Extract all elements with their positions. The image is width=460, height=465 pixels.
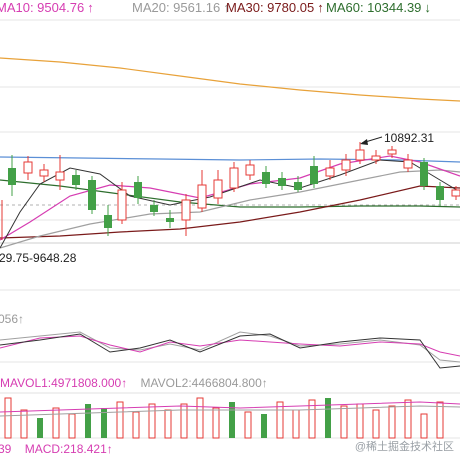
candle-body xyxy=(310,166,318,184)
mavol2-line xyxy=(0,405,460,417)
candle-body xyxy=(451,189,460,197)
candle-body xyxy=(197,184,207,209)
volume-bar xyxy=(20,409,28,439)
high-price-label: 10892.31 xyxy=(384,131,435,145)
volume-bar xyxy=(292,409,300,439)
candle-body xyxy=(341,159,351,171)
ma20-line xyxy=(0,169,460,249)
ma20-value: MA20: 9561.16 xyxy=(132,0,221,15)
volume-bar xyxy=(132,411,140,439)
candle-body xyxy=(181,199,191,221)
low-range-label: 29.75-9648.28 xyxy=(0,251,77,265)
candle-body xyxy=(262,172,270,184)
indicator-line xyxy=(0,333,460,369)
candle-body xyxy=(88,180,96,210)
candle-body xyxy=(39,169,49,177)
ma10-value: MA10: 9504.76 xyxy=(0,0,85,15)
volume-bar xyxy=(4,397,12,439)
volume-bar xyxy=(340,405,348,439)
candle-body xyxy=(403,159,413,169)
candle-body xyxy=(55,171,65,181)
candle-body xyxy=(229,167,239,189)
candle-body xyxy=(436,186,444,200)
ma60-value: MA60: 10344.39 xyxy=(326,0,422,15)
volume-bar xyxy=(52,407,60,439)
volume-bar xyxy=(196,397,204,439)
volume-bar xyxy=(101,408,107,438)
volume-bar xyxy=(68,413,76,439)
volume-bar xyxy=(148,403,156,439)
candle-body xyxy=(23,161,33,174)
volume-bar xyxy=(276,401,284,439)
candle-body xyxy=(387,149,397,155)
watermark: @稀土掘金技术社区 xyxy=(354,441,454,453)
volume-bar xyxy=(261,414,267,438)
volume-bar xyxy=(308,399,316,439)
high-marker-arrow xyxy=(360,139,368,145)
volume-bar xyxy=(164,409,172,439)
candle-body xyxy=(278,178,286,186)
volume-bar xyxy=(229,402,235,438)
candle-body xyxy=(166,218,174,222)
mavol1-value: MAVOL1:4971808.000↑ xyxy=(0,376,128,390)
ma30-legend: MA30: 9780.05 ↑ xyxy=(226,0,324,16)
volume-bar xyxy=(180,403,188,439)
ma5-line xyxy=(0,159,460,249)
candle-body xyxy=(134,182,142,198)
vol-axis-value: 056↑ xyxy=(0,312,25,326)
candle-body xyxy=(213,179,223,199)
ma30-arrow: ↑ xyxy=(317,0,324,15)
ma60-legend: MA60: 10344.39 ↓ xyxy=(326,0,431,16)
mavol-legend: MAVOL1:4971808.000↑ MAVOL2:4466804.800↑ xyxy=(0,375,268,391)
candle-body xyxy=(104,215,112,228)
volume-bar xyxy=(37,418,43,438)
candle-body xyxy=(245,164,255,176)
macd-legend: 39 MACD:218.421↑ xyxy=(0,441,113,457)
macd-left-value: 39 xyxy=(0,442,12,456)
volume-bar xyxy=(244,411,252,439)
mavol2-value: MAVOL2:4466804.800↑ xyxy=(140,376,268,390)
ma60-line xyxy=(0,156,460,163)
volume-bar xyxy=(436,401,444,439)
volume-bar xyxy=(420,413,428,439)
volume-bar xyxy=(116,401,124,439)
volume-bar xyxy=(212,407,220,439)
volume-bar xyxy=(85,404,91,438)
ma10-legend: MA10: 9504.76 ↑ xyxy=(0,0,94,16)
ma-long-line xyxy=(0,57,460,102)
candle-body xyxy=(371,155,381,161)
candle-body xyxy=(117,189,127,221)
mavol1-line xyxy=(0,401,460,413)
candle-body xyxy=(325,167,335,177)
candle-body xyxy=(150,205,158,212)
candle-body xyxy=(72,175,80,185)
volume-bar xyxy=(325,398,331,438)
candle-body xyxy=(294,182,302,190)
ma10-line xyxy=(0,155,460,241)
ma20-arrow: ↑ xyxy=(223,0,230,15)
ma10-arrow: ↑ xyxy=(87,0,94,15)
ma20-legend: MA20: 9561.16 ↑ xyxy=(132,0,230,16)
ma-green-line xyxy=(0,179,460,208)
ma60-arrow: ↓ xyxy=(424,0,431,15)
volume-bar xyxy=(404,399,412,439)
volume-bar xyxy=(388,405,396,439)
indicator-line xyxy=(0,335,460,357)
candle-body xyxy=(420,162,428,186)
macd-value: MACD:218.421↑ xyxy=(24,442,113,456)
ma30-value: MA30: 9780.05 xyxy=(226,0,315,15)
volume-bar xyxy=(356,403,364,439)
candle-body xyxy=(355,149,365,161)
candle-body xyxy=(8,168,16,185)
volume-bar xyxy=(372,409,380,439)
ma30-line xyxy=(0,185,460,239)
